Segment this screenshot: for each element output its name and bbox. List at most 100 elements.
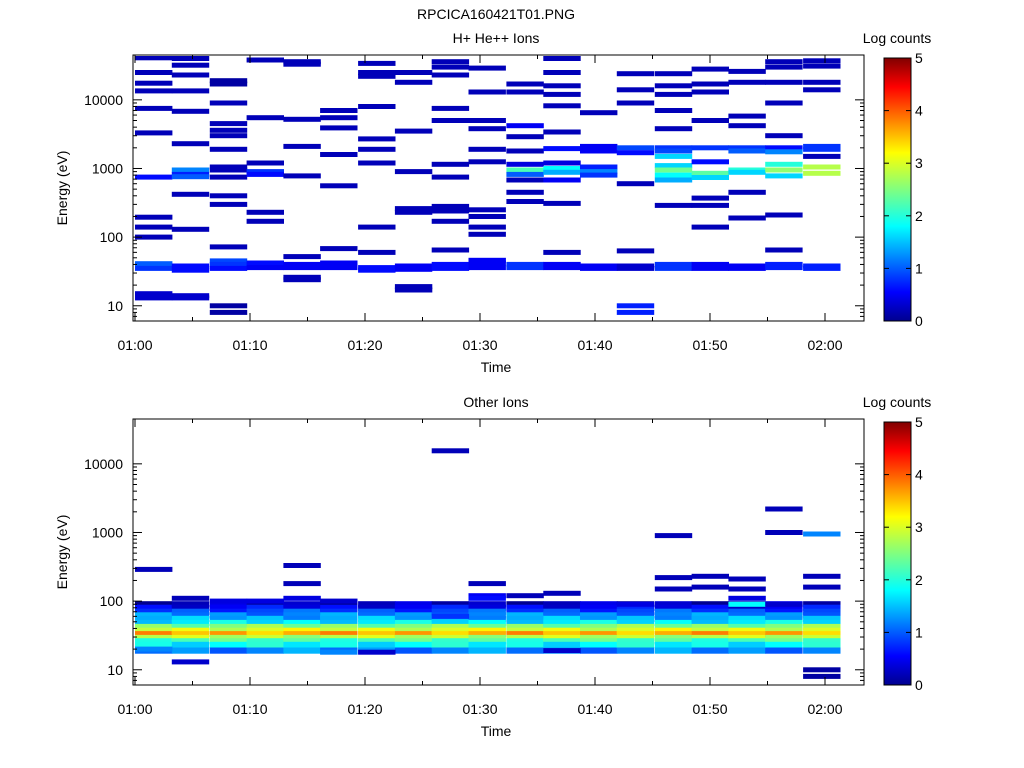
- heatmap-cell: [171, 108, 210, 114]
- heatmap-cell: [135, 641, 173, 648]
- heatmap-cell: [468, 619, 506, 627]
- heatmap-cell: [135, 631, 173, 638]
- heatmap-cell: [320, 649, 358, 655]
- heatmap-cell: [580, 148, 618, 154]
- heatmap-cell: [135, 601, 173, 608]
- heatmap-cell: [803, 619, 841, 627]
- heatmap-cell: [506, 148, 544, 154]
- heatmap-cell: [431, 641, 470, 648]
- heatmap-cell: [616, 612, 655, 619]
- heatmap-cell: [358, 649, 396, 655]
- heatmap-cell: [580, 608, 618, 615]
- heatmap-cell: [209, 121, 248, 127]
- heatmap-cell: [803, 638, 841, 645]
- heatmap-cell: [654, 604, 693, 611]
- heatmap-cell: [320, 634, 358, 642]
- heatmap-cell: [580, 615, 618, 622]
- heatmap-cell: [171, 72, 210, 78]
- heatmap-cell: [358, 631, 396, 638]
- heatmap-cell: [580, 612, 618, 619]
- heatmap-cell: [209, 258, 248, 264]
- heatmap-cell: [246, 612, 284, 619]
- heatmap-cell: [171, 601, 210, 608]
- heatmap-cell: [209, 638, 248, 645]
- heatmap-cell: [803, 164, 841, 170]
- colorbar-label: Log counts: [863, 30, 932, 46]
- heatmap-cell: [358, 601, 396, 608]
- heatmap-cell: [765, 64, 803, 70]
- heatmap-cell: [765, 133, 803, 139]
- heatmap-cell: [728, 595, 766, 601]
- x-tick-label: 01:30: [462, 337, 497, 353]
- heatmap-cell: [728, 634, 766, 642]
- heatmap-cell: [728, 627, 766, 634]
- heatmap-cell: [654, 601, 693, 608]
- heatmap-cell: [320, 260, 358, 266]
- heatmap-cell: [135, 634, 173, 642]
- heatmap-cell: [246, 638, 284, 645]
- heatmap-cells: [135, 56, 841, 315]
- heatmap-cell: [506, 601, 544, 608]
- heatmap-cell: [358, 73, 396, 79]
- heatmap-cell: [803, 627, 841, 634]
- heatmap-cell: [765, 173, 803, 179]
- y-tick-label: 1000: [92, 160, 123, 176]
- heatmap-cell: [394, 601, 433, 608]
- heatmap-cell: [283, 59, 321, 65]
- heatmap-cell: [691, 584, 729, 590]
- heatmap-cell: [803, 623, 841, 631]
- heatmap-cell: [135, 265, 173, 271]
- heatmap-cell: [543, 91, 581, 97]
- heatmap-cell: [765, 634, 803, 642]
- heatmap-cell: [468, 647, 506, 654]
- heatmap-cell: [209, 100, 248, 106]
- heatmap-cell: [803, 612, 841, 619]
- heatmap-cell: [135, 623, 173, 631]
- heatmap-cell: [506, 134, 544, 140]
- y-tick-label: 1000: [92, 524, 123, 540]
- heatmap-cell: [320, 246, 358, 252]
- heatmap-cell: [394, 638, 433, 645]
- heatmap-cell: [283, 608, 321, 615]
- heatmap-cell: [468, 118, 506, 123]
- heatmap-cell: [171, 191, 210, 197]
- heatmap-cell: [580, 627, 618, 634]
- heatmap-cell: [765, 149, 803, 155]
- heatmap-cell: [803, 79, 841, 85]
- heatmap-cell: [135, 224, 173, 230]
- heatmap-cell: [691, 604, 729, 611]
- heatmap-cell: [358, 104, 396, 109]
- x-tick-label: 01:40: [577, 337, 612, 353]
- heatmap-cell: [283, 601, 321, 608]
- heatmap-cell: [803, 634, 841, 642]
- heatmap-cell: [691, 81, 729, 87]
- heatmap-cell: [171, 631, 210, 638]
- heatmap-cell: [728, 79, 766, 85]
- heatmap-cell: [283, 143, 321, 149]
- colorbar-tick-label: 1: [915, 260, 923, 276]
- heatmap-cell: [616, 150, 655, 156]
- heatmap-cell: [616, 181, 655, 187]
- heatmap-cell: [506, 89, 544, 95]
- heatmap-cell: [765, 604, 803, 611]
- heatmap-cell: [468, 631, 506, 638]
- heatmap-cell: [358, 70, 396, 75]
- heatmap-cell: [803, 673, 841, 679]
- heatmap-cell: [283, 631, 321, 638]
- heatmap-cell: [580, 143, 618, 149]
- panel-title: Other Ions: [463, 394, 528, 410]
- x-tick-label: 02:00: [807, 337, 842, 353]
- heatmap-cell: [691, 647, 729, 654]
- heatmap-cell: [691, 573, 729, 579]
- heatmap-cell: [654, 167, 693, 173]
- heatmap-cell: [394, 641, 433, 648]
- heatmap-cell: [283, 634, 321, 642]
- heatmap-cell: [765, 612, 803, 619]
- heatmap-cell: [803, 170, 841, 176]
- heatmap-cell: [728, 619, 766, 627]
- heatmap-cell: [394, 266, 433, 272]
- heatmap-cell: [765, 167, 803, 173]
- heatmap-cell: [506, 641, 544, 648]
- heatmap-cell: [468, 260, 506, 266]
- heatmap-cell: [728, 113, 766, 119]
